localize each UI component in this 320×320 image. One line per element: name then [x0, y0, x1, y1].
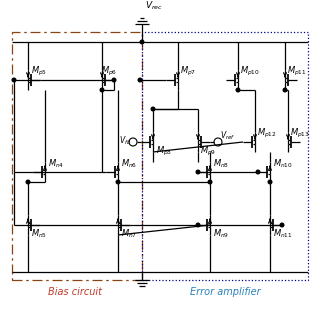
Circle shape: [236, 88, 240, 92]
Text: $M_{p13}$: $M_{p13}$: [290, 127, 310, 140]
Text: Error amplifier: Error amplifier: [190, 287, 260, 297]
Circle shape: [112, 78, 116, 82]
Text: $M_{p6}$: $M_{p6}$: [101, 65, 117, 78]
Text: $M_{p7}$: $M_{p7}$: [180, 65, 196, 78]
Circle shape: [256, 170, 260, 174]
Circle shape: [151, 107, 155, 111]
Circle shape: [100, 88, 104, 92]
Text: $M_{n10}$: $M_{n10}$: [273, 157, 293, 170]
Text: $M_{n5}$: $M_{n5}$: [31, 228, 47, 241]
Text: $M_{p10}$: $M_{p10}$: [240, 65, 260, 78]
Bar: [12, 32, 142, 280]
Circle shape: [196, 170, 200, 174]
Circle shape: [280, 223, 284, 227]
Text: $M_{p12}$: $M_{p12}$: [257, 127, 277, 140]
Circle shape: [283, 88, 287, 92]
Text: $M_{p11}$: $M_{p11}$: [287, 65, 307, 78]
Text: $M_{n9}$: $M_{n9}$: [213, 228, 229, 241]
Circle shape: [196, 223, 200, 227]
Circle shape: [26, 180, 30, 184]
Circle shape: [268, 180, 272, 184]
Text: $M_{p5}$: $M_{p5}$: [31, 65, 47, 78]
Text: Bias circuit: Bias circuit: [48, 287, 102, 297]
Bar: [142, 32, 308, 280]
Text: $V_{fb}$: $V_{fb}$: [119, 135, 131, 147]
Text: $M_{p9}$: $M_{p9}$: [200, 145, 216, 158]
Text: $M_{n11}$: $M_{n11}$: [273, 228, 293, 241]
Circle shape: [138, 78, 142, 82]
Text: $M_{n7}$: $M_{n7}$: [121, 228, 137, 241]
Text: $V_{ref}$: $V_{ref}$: [220, 130, 235, 142]
Text: $M_{p8}$: $M_{p8}$: [156, 145, 172, 158]
Circle shape: [12, 78, 16, 82]
Text: $M_{n8}$: $M_{n8}$: [213, 157, 229, 170]
Circle shape: [116, 180, 120, 184]
Text: $M_{n4}$: $M_{n4}$: [48, 157, 64, 170]
Circle shape: [140, 40, 144, 44]
Circle shape: [208, 180, 212, 184]
Text: $V_{rec}$: $V_{rec}$: [145, 0, 163, 12]
Text: $M_{n6}$: $M_{n6}$: [121, 157, 137, 170]
